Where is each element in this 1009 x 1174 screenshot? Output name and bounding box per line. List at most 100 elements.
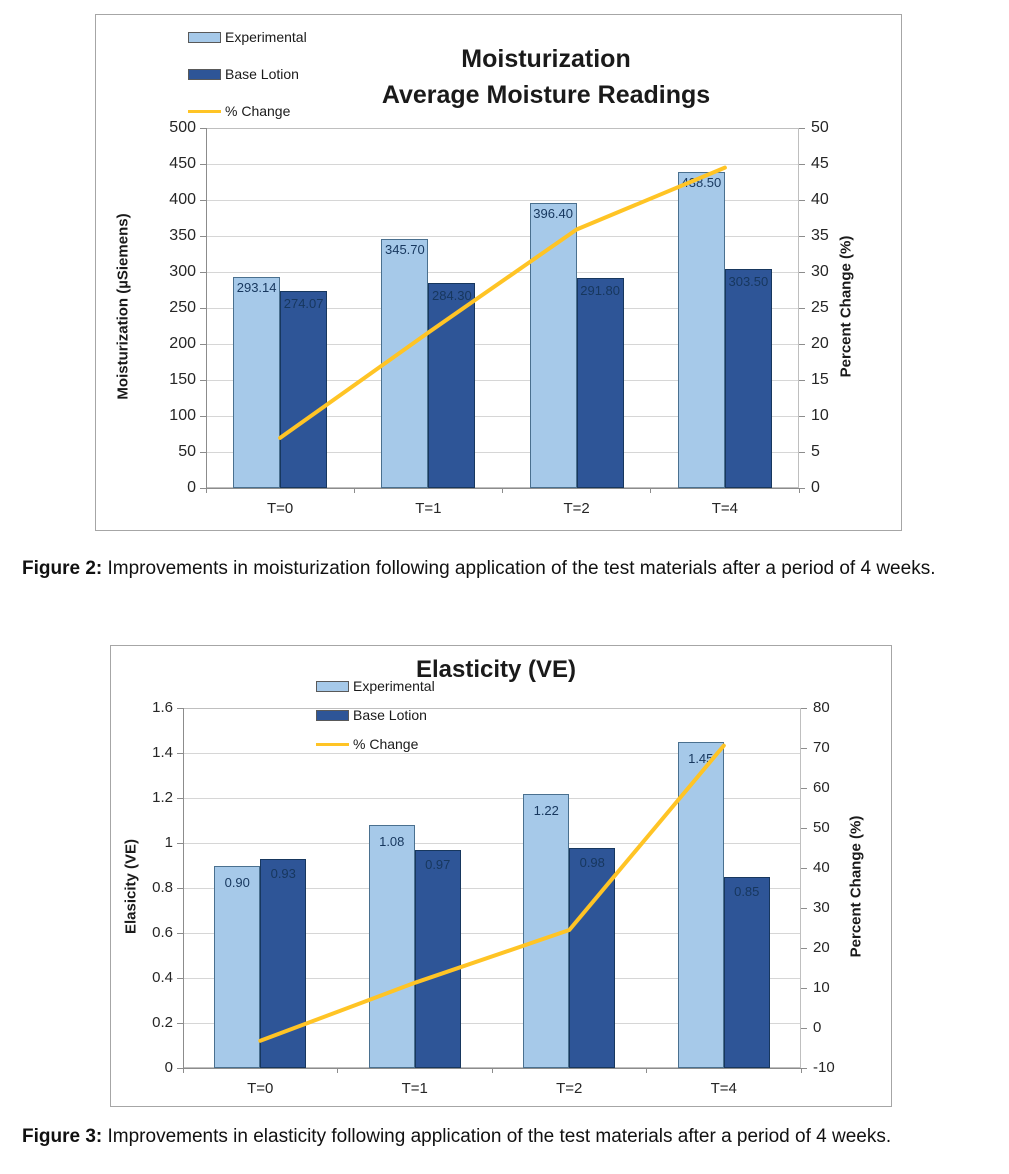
right-axis-tick-label: 25: [811, 299, 829, 316]
base-lotion-bar: [723, 876, 770, 1068]
x-axis-tick: [798, 488, 800, 493]
gridline: [183, 977, 801, 979]
right-axis-tick-label: 30: [811, 263, 829, 280]
y-axis-tick: [177, 932, 183, 934]
figure-2-caption-text: Improvements in moisturization following…: [102, 558, 936, 579]
x-axis-tick: [800, 1068, 802, 1073]
right-axis-tick-label: 5: [811, 443, 820, 460]
elasticity-chart: Elasticity (VE) Experimental Base Lotion…: [110, 645, 892, 1107]
x-axis-tick: [491, 1068, 493, 1073]
y-axis-tick: [177, 707, 183, 709]
right-axis-tick: [801, 787, 807, 789]
y-axis-tick: [177, 1067, 183, 1069]
bar-value-label: 0.98: [579, 854, 605, 870]
right-axis-tick: [799, 415, 805, 417]
legend-label: % Change: [353, 736, 419, 752]
y-axis-tick-label: 0: [187, 479, 196, 496]
right-axis-tick: [799, 271, 805, 273]
legend-item-experimental: Experimental: [188, 29, 307, 45]
gridline: [183, 752, 801, 754]
y-axis-tick-label: 150: [169, 371, 196, 388]
y-axis-tick: [200, 379, 206, 381]
y-axis-tick: [200, 235, 206, 237]
y-axis-tick-label: 50: [178, 443, 196, 460]
legend-item-pct-change: % Change: [316, 736, 435, 752]
bar-value-label: 0.97: [425, 856, 451, 872]
base-lotion-swatch: [316, 709, 349, 721]
experimental-bar: [677, 741, 724, 1068]
chart-title: Moisturization Average Moisture Readings: [246, 41, 846, 114]
legend-item-base-lotion: Base Lotion: [188, 66, 307, 82]
y-axis-tick: [200, 163, 206, 165]
y-axis-tick-label: 0.8: [152, 879, 173, 896]
gridline: [206, 415, 799, 417]
right-axis-tick-label: 40: [811, 191, 829, 208]
right-axis-tick: [801, 1067, 807, 1069]
y-axis-tick: [177, 797, 183, 799]
x-axis-tick: [502, 488, 503, 493]
x-axis-label: T=4: [711, 500, 738, 517]
x-axis-label: T=1: [415, 500, 442, 517]
y-axis-tick: [200, 199, 206, 201]
y-axis-tick-label: 350: [169, 227, 196, 244]
gridline: [206, 379, 799, 381]
right-axis-tick: [801, 747, 807, 749]
right-axis-tick-label: 0: [811, 479, 820, 496]
x-axis-label: T=0: [247, 1080, 274, 1097]
chart-title: Elasticity (VE): [196, 656, 796, 684]
experimental-swatch: [188, 31, 221, 43]
chart-title-line1: Elasticity (VE): [415, 656, 577, 683]
y-axis-tick: [200, 127, 206, 129]
y-axis-tick-label: 1.6: [152, 699, 173, 716]
right-axis-title: Percent Change (%): [847, 815, 865, 958]
right-axis-tick-label: 0: [813, 1019, 822, 1036]
legend-label: Base Lotion: [225, 66, 299, 82]
right-axis-tick-label: 20: [813, 939, 830, 956]
experimental-bar: [368, 825, 415, 1068]
bar-value-label: 0.93: [270, 865, 296, 881]
percent-change-line: [258, 743, 726, 1043]
gridline: [206, 163, 799, 165]
bar-value-label: 1.22: [533, 802, 559, 818]
figure-3-caption: Figure 3: Improvements in elasticity fol…: [22, 1126, 997, 1148]
x-axis-tick: [205, 488, 207, 493]
right-axis-tick-label: 45: [811, 155, 829, 172]
experimental-bar: [233, 276, 281, 488]
base-lotion-bar: [280, 290, 328, 488]
y-axis-tick-label: 200: [169, 335, 196, 352]
y-axis-tick-label: 500: [169, 119, 196, 136]
y-axis-tick: [177, 977, 183, 979]
right-axis-tick-label: 50: [813, 819, 830, 836]
legend-label: Base Lotion: [353, 707, 427, 723]
x-axis-tick: [337, 1068, 338, 1073]
y-axis-tick: [177, 1022, 183, 1024]
y-axis-tick-label: 0.6: [152, 924, 173, 941]
right-axis-tick-label: 40: [813, 859, 830, 876]
bar-value-label: 303.50: [728, 274, 769, 290]
base-lotion-bar: [414, 849, 461, 1068]
right-axis-tick: [799, 163, 805, 165]
bar-value-label: 0.90: [224, 874, 250, 890]
right-axis-tick: [801, 907, 807, 909]
right-axis-tick: [801, 947, 807, 949]
right-axis-tick-label: 15: [811, 371, 829, 388]
bar-value-label: 293.14: [236, 279, 277, 295]
bar-value-label: 1.08: [379, 834, 405, 849]
right-axis-tick: [801, 1027, 807, 1029]
bar-value-label: 291.80: [580, 282, 620, 298]
base-lotion-swatch: [188, 68, 221, 80]
bar-value-label: 345.70: [384, 242, 425, 258]
bar-value-label: 438.50: [681, 175, 722, 191]
y-axis-tick-label: 1: [164, 834, 173, 851]
y-axis-tick: [200, 307, 206, 309]
chart-title-line1: Moisturization: [461, 45, 631, 73]
x-axis-label: T=2: [556, 1080, 583, 1097]
moisturization-chart: Experimental Base Lotion % Change Moistu…: [95, 14, 902, 531]
y-axis-tick-label: 250: [169, 299, 196, 316]
y-axis-tick: [177, 842, 183, 844]
y-axis-tick-label: 0.2: [152, 1014, 173, 1031]
gridline: [206, 271, 799, 273]
pct-change-line-swatch: [188, 109, 221, 113]
experimental-bar: [381, 239, 429, 488]
